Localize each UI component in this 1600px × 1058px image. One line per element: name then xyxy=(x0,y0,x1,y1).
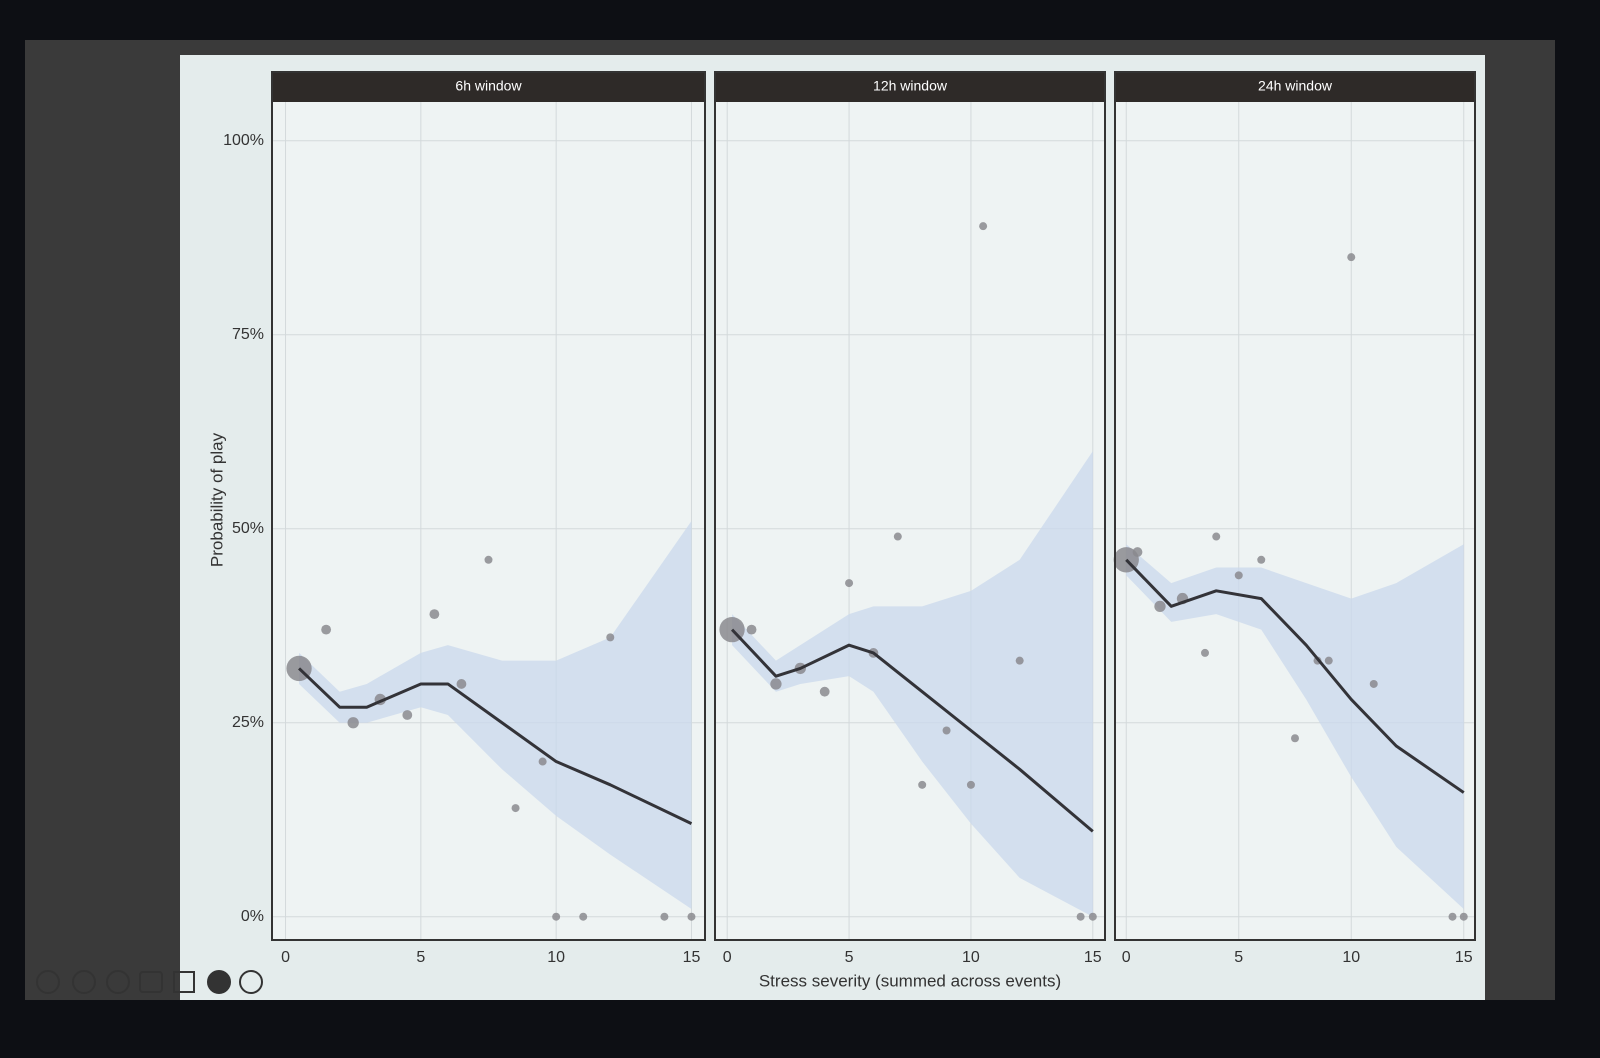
zoom-button[interactable] xyxy=(106,970,130,994)
data-point xyxy=(1076,912,1085,921)
panel-border xyxy=(714,71,1106,941)
strip xyxy=(1115,72,1475,102)
data-point xyxy=(660,912,669,921)
data-point xyxy=(538,757,547,766)
x-tick-label: 10 xyxy=(962,949,980,966)
data-point xyxy=(429,609,440,620)
y-tick-label: 0% xyxy=(241,908,264,925)
data-point xyxy=(819,686,830,697)
y-tick-label: 50% xyxy=(232,520,264,537)
strip xyxy=(272,72,705,102)
camera-button[interactable] xyxy=(173,971,195,993)
back-button[interactable] xyxy=(36,970,60,994)
data-point xyxy=(1015,656,1024,665)
y-tick-label: 25% xyxy=(232,714,264,731)
smooth-line xyxy=(1125,558,1465,794)
facet: 12h window 0 5 10 15 xyxy=(714,71,1106,966)
x-tick-label: 5 xyxy=(1234,949,1243,966)
data-point xyxy=(966,780,975,789)
captions-button[interactable] xyxy=(139,971,163,993)
pen-button[interactable] xyxy=(72,970,96,994)
strip xyxy=(715,72,1105,102)
y-axis-title: Probability of play xyxy=(207,432,226,567)
x-tick-label: 0 xyxy=(723,949,732,966)
data-point xyxy=(1088,912,1097,921)
data-point xyxy=(606,633,615,642)
data-point xyxy=(552,912,561,921)
facet: 24h window 0 5 10 15 xyxy=(1113,71,1476,966)
x-tick-label: 15 xyxy=(683,949,701,966)
x-tick-label: 10 xyxy=(547,949,565,966)
data-point xyxy=(1212,532,1221,541)
facet-title: 6h window xyxy=(455,78,522,94)
data-point xyxy=(1201,648,1209,657)
data-point xyxy=(845,579,854,588)
data-point xyxy=(1132,547,1143,557)
x-tick-label: 5 xyxy=(845,949,854,966)
data-point xyxy=(942,726,951,735)
x-tick-label: 5 xyxy=(416,949,425,966)
data-point xyxy=(979,222,988,231)
data-point xyxy=(1324,656,1333,665)
data-point xyxy=(484,555,493,564)
data-point xyxy=(347,717,359,729)
x-tick-label: 0 xyxy=(281,949,290,966)
data-point xyxy=(579,912,588,921)
next-button[interactable] xyxy=(239,970,263,994)
confidence-band xyxy=(1126,544,1464,909)
data-point xyxy=(770,678,782,690)
data-point xyxy=(511,804,520,813)
x-tick-label: 10 xyxy=(1342,949,1360,966)
presentation-toolbar xyxy=(36,970,263,994)
data-point xyxy=(1291,734,1299,743)
data-point xyxy=(1257,555,1266,564)
panel-border xyxy=(1114,71,1476,941)
data-point xyxy=(687,912,696,921)
data-point xyxy=(893,532,902,541)
data-point xyxy=(1448,912,1457,921)
facet-title: 12h window xyxy=(873,78,948,94)
x-axis-title: Stress severity (summed across events) xyxy=(759,971,1061,990)
x-tick-label: 15 xyxy=(1084,949,1102,966)
data-point xyxy=(1234,571,1243,580)
data-point xyxy=(1154,600,1166,613)
data-point xyxy=(1459,912,1468,921)
data-point xyxy=(456,679,467,689)
y-tick-label: 100% xyxy=(223,132,264,149)
y-tick-label: 75% xyxy=(232,326,264,343)
confidence-band xyxy=(299,521,692,909)
facet-title: 24h window xyxy=(1258,78,1333,94)
data-point xyxy=(1369,679,1378,688)
data-point xyxy=(746,624,757,635)
smooth-line xyxy=(730,628,1094,833)
more-button[interactable] xyxy=(207,970,231,994)
data-point xyxy=(918,780,927,789)
x-tick-label: 15 xyxy=(1455,949,1473,966)
data-point xyxy=(1347,253,1356,262)
panel-border xyxy=(271,71,706,941)
facet: 6h window 0% 25% 50% 75% 100% 0 5 10 15 xyxy=(223,71,706,966)
data-point xyxy=(402,710,413,720)
smooth-line xyxy=(298,667,693,825)
data-point xyxy=(321,624,332,635)
x-tick-label: 0 xyxy=(1122,949,1131,966)
